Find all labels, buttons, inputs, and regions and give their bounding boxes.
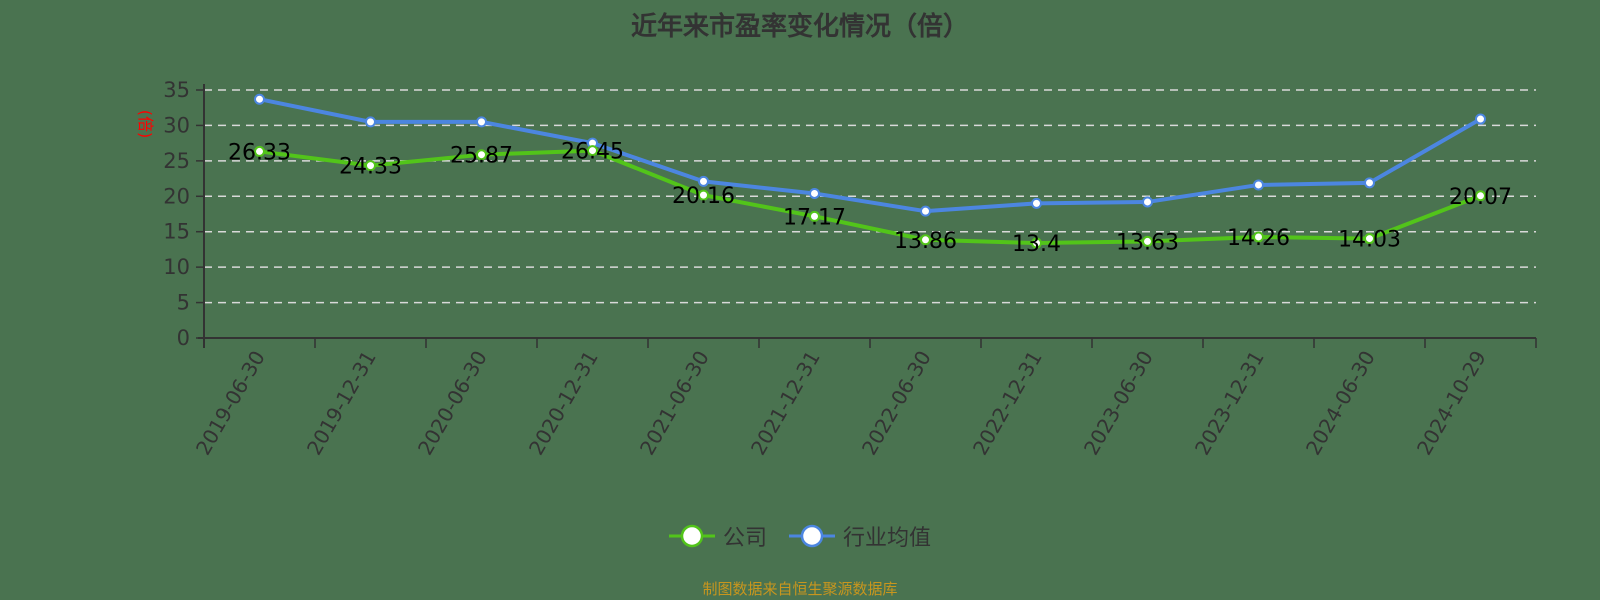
data-point[interactable] <box>476 116 487 128</box>
data-point[interactable] <box>1253 231 1264 243</box>
x-tick-label: 2022-12-31 <box>968 347 1047 460</box>
x-tick-label: 2024-06-30 <box>1301 347 1380 460</box>
grid-lines <box>204 89 1536 304</box>
data-point[interactable] <box>809 187 820 199</box>
data-label: 14.26 <box>1227 226 1290 251</box>
y-tick-label: 10 <box>163 255 190 279</box>
x-tick-label: 2023-06-30 <box>1079 347 1158 460</box>
data-point[interactable] <box>1142 235 1153 247</box>
data-point[interactable] <box>920 234 931 246</box>
data-label: 24.33 <box>339 155 402 180</box>
data-point[interactable] <box>1142 196 1153 208</box>
y-tick-label: 35 <box>163 78 190 102</box>
industry-line <box>259 97 1482 214</box>
company-line <box>259 148 1482 246</box>
data-label: 13.63 <box>1116 230 1179 255</box>
legend-label-industry: 行业均值 <box>843 526 932 551</box>
data-label: 17.17 <box>783 205 846 230</box>
data-label: 26.45 <box>561 140 624 165</box>
y-tick-label: 25 <box>163 149 190 173</box>
x-tick-label: 2024-10-29 <box>1412 347 1491 460</box>
legend-item-company[interactable]: 公司 <box>668 520 767 552</box>
data-labels: 26.33 24.33 25.87 26.45 20.16 17.17 13.86 13.4 1… <box>228 140 1512 257</box>
data-point[interactable] <box>1031 197 1042 209</box>
y-tick-label: 30 <box>163 113 190 137</box>
data-label: 13.86 <box>894 229 957 254</box>
legend-item-industry[interactable]: 行业均值 <box>789 520 931 552</box>
data-point[interactable] <box>1364 177 1375 189</box>
y-tick-label: 0 <box>177 326 190 350</box>
x-tick-label: 2022-06-30 <box>857 347 936 460</box>
y-tick-label: 5 <box>177 291 190 315</box>
x-tick-label: 2020-06-30 <box>413 347 492 460</box>
data-point[interactable] <box>254 93 265 105</box>
data-point[interactable] <box>1475 190 1486 202</box>
data-point[interactable] <box>1253 179 1264 191</box>
data-point[interactable] <box>809 210 820 222</box>
data-label: 25.87 <box>450 144 513 169</box>
data-label: 26.33 <box>228 140 291 165</box>
y-axis-label: (倍) <box>136 110 155 139</box>
data-point[interactable] <box>1031 237 1042 249</box>
series-lines <box>254 93 1486 249</box>
legend: 公司 行业均值 <box>0 520 1600 552</box>
data-label: 20.07 <box>1449 185 1512 210</box>
legend-marker-company-icon <box>668 524 715 548</box>
chart-title: 近年来市盈率变化情况（倍） <box>630 12 969 42</box>
data-label: 20.16 <box>672 184 735 209</box>
x-tick-label: 2019-12-31 <box>302 347 381 460</box>
x-tick-label: 2023-12-31 <box>1190 347 1269 460</box>
x-tick-label: 2021-06-30 <box>635 347 714 460</box>
data-point[interactable] <box>1364 233 1375 245</box>
data-point[interactable] <box>698 175 709 187</box>
data-label: 13.4 <box>1012 232 1061 257</box>
y-tick-label: 15 <box>163 220 190 244</box>
data-point[interactable] <box>365 160 376 172</box>
source-note: 制图数据来自恒生聚源数据库 <box>702 580 898 598</box>
legend-label-company: 公司 <box>722 526 767 551</box>
data-label: 14.03 <box>1338 228 1401 253</box>
data-point[interactable] <box>698 189 709 201</box>
x-tick-label: 2019-06-30 <box>191 347 270 460</box>
y-tick-label: 20 <box>163 184 190 208</box>
legend-marker-industry-icon <box>789 524 835 548</box>
data-point[interactable] <box>1475 113 1486 125</box>
x-tick-label: 2021-12-31 <box>746 347 825 460</box>
x-axis: 2019-06-30 2019-12-31 2020-06-30 2020-12-31… <box>191 337 1537 460</box>
data-point[interactable] <box>365 116 376 128</box>
data-point[interactable] <box>254 145 265 157</box>
data-point[interactable] <box>920 205 931 217</box>
data-point[interactable] <box>587 145 598 157</box>
x-tick-label: 2020-12-31 <box>524 347 603 460</box>
data-point[interactable] <box>476 149 487 161</box>
y-axis: 0 5 10 15 20 25 30 35 <box>163 78 205 350</box>
